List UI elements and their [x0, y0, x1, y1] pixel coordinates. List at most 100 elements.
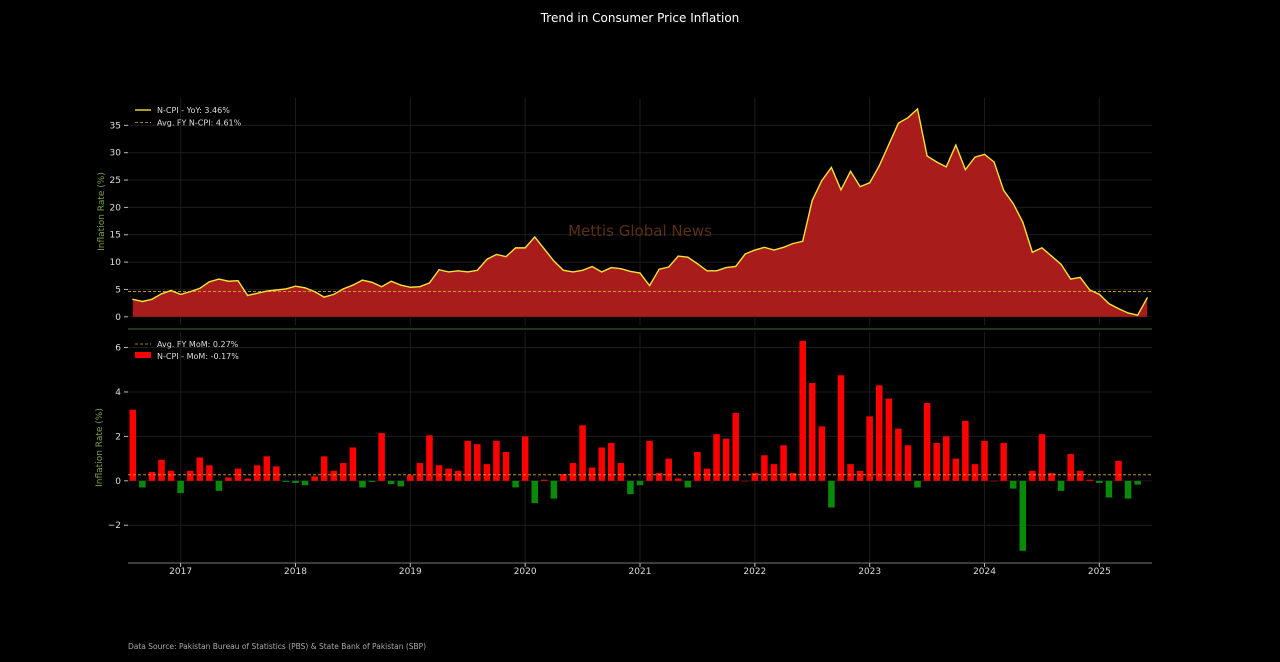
mom-bar: [914, 480, 921, 488]
mom-bar: [971, 464, 979, 481]
y-tick-label-bottom: 4: [115, 388, 121, 398]
mom-bar: [560, 474, 567, 481]
yoy-point: [428, 282, 431, 284]
mom-bar: [349, 447, 357, 481]
mom-bar: [761, 455, 768, 481]
mom-bar: [340, 463, 347, 481]
mom-bar: [139, 480, 146, 488]
mom-bar: [493, 440, 500, 481]
yoy-point: [926, 155, 928, 157]
mom-bar: [818, 426, 826, 481]
y-axis-label-top: Inflation Rate (%): [97, 172, 107, 251]
mom-bar: [225, 477, 232, 481]
yoy-point: [620, 268, 622, 270]
x-tick-label: 2021: [629, 567, 652, 577]
mom-bar: [368, 480, 376, 482]
yoy-point: [888, 143, 890, 146]
mom-bar: [588, 467, 596, 481]
yoy-point: [1137, 314, 1139, 316]
yoy-point: [400, 284, 402, 286]
yoy-point: [1041, 247, 1043, 249]
mom-bar: [694, 451, 701, 481]
legend-label-mom: N-CPI - MoM: -0.17%: [157, 352, 239, 361]
mom-bar: [1057, 480, 1065, 491]
y-tick-label-top: 5: [115, 285, 121, 295]
mom-bar: [617, 463, 625, 481]
yoy-point: [1127, 312, 1129, 314]
mom-bar: [330, 470, 338, 481]
legend-label-avg-mom: Avg. FY MoM: 0.27%: [157, 340, 239, 349]
yoy-point: [687, 256, 689, 258]
yoy-point: [1050, 255, 1053, 257]
yoy-point: [782, 246, 785, 248]
mom-bar: [148, 471, 156, 481]
mom-bar: [1000, 443, 1007, 481]
mom-bar: [292, 480, 299, 484]
yoy-point: [1117, 307, 1120, 310]
yoy-point: [648, 285, 651, 287]
mom-bar: [167, 470, 175, 481]
mom-bar: [512, 480, 519, 488]
y-tick-label-top: 35: [110, 121, 121, 131]
mom-bar: [770, 464, 778, 481]
mom-bar: [1086, 479, 1094, 481]
yoy-point: [897, 122, 899, 124]
yoy-point: [562, 269, 565, 271]
yoy-point: [955, 144, 957, 146]
mom-bar: [416, 463, 424, 481]
yoy-point: [333, 293, 335, 295]
mom-bar: [483, 464, 491, 481]
mom-bar: [301, 480, 309, 486]
mom-bar: [962, 420, 969, 481]
yoy-point: [361, 279, 364, 281]
yoy-point: [754, 249, 756, 251]
y-axis-label-bottom: Inflation Rate (%): [95, 408, 105, 487]
yoy-point: [381, 286, 383, 288]
mom-bar: [789, 473, 797, 481]
mom-bar: [359, 480, 366, 488]
mom-bar: [253, 465, 261, 481]
mom-bar: [665, 458, 672, 481]
mom-bar: [684, 480, 692, 488]
mom-bar: [426, 435, 433, 481]
mom-bar: [895, 428, 902, 481]
mom-bar: [732, 413, 739, 481]
mom-bar: [598, 447, 605, 481]
yoy-point: [514, 247, 517, 249]
y-tick-label-top: 20: [110, 203, 122, 213]
yoy-point: [208, 281, 210, 283]
mom-bar: [464, 440, 471, 481]
yoy-point: [706, 270, 708, 272]
yoy-point: [1146, 297, 1148, 299]
yoy-point: [524, 247, 526, 249]
yoy-point: [1060, 263, 1062, 265]
mom-bar: [531, 480, 538, 504]
yoy-point: [792, 242, 794, 245]
yoy-point: [160, 293, 163, 295]
yoy-point: [945, 166, 947, 168]
mom-bar: [933, 443, 940, 481]
yoy-point: [409, 286, 411, 288]
yoy-point: [696, 263, 699, 265]
mom-bar: [311, 476, 318, 481]
mom-bar: [675, 478, 682, 481]
mom-bar: [799, 340, 806, 481]
mom-bar: [828, 480, 835, 508]
yoy-point: [467, 271, 469, 273]
yoy-point: [725, 266, 727, 269]
yoy-point: [218, 278, 220, 280]
yoy-point: [744, 253, 746, 255]
yoy-point: [830, 166, 833, 169]
yoy-point: [486, 258, 488, 260]
mom-bar: [215, 480, 223, 491]
yoy-point: [840, 189, 842, 191]
y-tick-label-bottom: 0: [115, 477, 121, 487]
yoy-point: [869, 182, 871, 184]
mom-bar: [378, 433, 385, 481]
chart-title: Trend in Consumer Price Inflation: [540, 11, 740, 25]
mom-bar: [885, 398, 893, 481]
yoy-point: [1089, 289, 1091, 291]
x-tick-label: 2025: [1088, 567, 1111, 577]
mom-bar: [263, 456, 271, 481]
